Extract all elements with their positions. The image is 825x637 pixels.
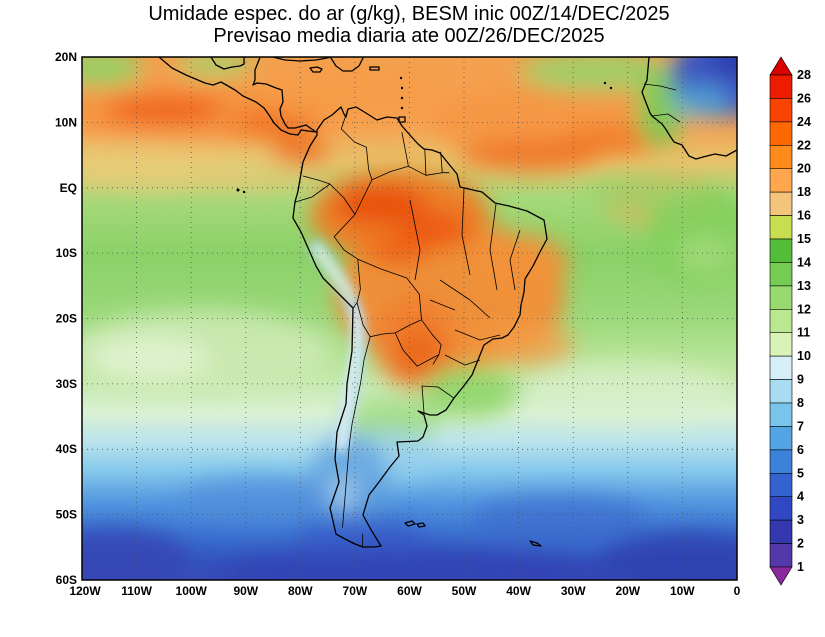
lon-tick-label: 90W — [233, 584, 258, 598]
lat-tick-label: 20N — [55, 50, 77, 64]
colorbar-segment — [769, 332, 793, 357]
map-subtitle: Previsao media diaria ate 00Z/26/DEC/202… — [213, 25, 604, 47]
humidity-field-blobs — [82, 57, 737, 580]
colorbar-label: 7 — [797, 419, 804, 433]
colorbar-segment — [769, 98, 793, 123]
colorbar-segment — [769, 449, 793, 474]
lon-tick-label: 80W — [288, 584, 313, 598]
lon-axis: 120W 110W 100W 90W 80W 70W 60W 50W 40W 3… — [69, 584, 740, 598]
colorbar-segment — [769, 145, 793, 170]
lat-tick-label: 30S — [56, 377, 77, 391]
small-islands — [236, 76, 613, 194]
colorbar-segment — [769, 426, 793, 451]
colorbar-label: 14 — [797, 255, 811, 269]
colorbar-segment — [769, 285, 793, 310]
lon-tick-label: 0 — [734, 584, 741, 598]
colorbar-segment — [769, 379, 793, 404]
lon-tick-label: 70W — [343, 584, 368, 598]
colorbar-segment — [769, 238, 793, 263]
cuba-coast — [272, 57, 333, 62]
colorbar-label: 3 — [797, 513, 804, 527]
lon-tick-label: 50W — [452, 584, 477, 598]
colorbar-segment — [769, 191, 793, 216]
colorbar-segment — [769, 74, 793, 99]
yucatan-gulf-coast — [210, 57, 245, 70]
lat-tick-label: 20S — [56, 312, 77, 326]
lat-tick-label: 10S — [56, 246, 77, 260]
colorbar-segment — [769, 519, 793, 544]
colorbar-label: 22 — [797, 138, 811, 152]
lon-tick-label: 10W — [670, 584, 695, 598]
lon-tick-label: 20W — [615, 584, 640, 598]
colorbar: 28 26 24 22 20 18 16 15 14 13 12 11 10 9… — [769, 56, 811, 586]
andes-dry-strip — [307, 238, 366, 454]
colorbar-label: 1 — [797, 560, 804, 574]
colorbar-label: 20 — [797, 162, 811, 176]
plot-frame — [81, 56, 738, 581]
colorbar-label: 24 — [797, 115, 811, 129]
jamaica — [309, 66, 323, 73]
lat-tick-label: 40S — [56, 442, 77, 456]
lon-tick-label: 120W — [69, 584, 101, 598]
colorbar-label: 16 — [797, 209, 811, 223]
map-title: Umidade espec. do ar (g/kg), BESM inic 0… — [148, 3, 669, 25]
lon-tick-label: 100W — [176, 584, 208, 598]
colorbar-segment — [769, 121, 793, 146]
trinidad — [398, 116, 406, 123]
lon-tick-label: 110W — [121, 584, 152, 598]
colorbar-segment — [769, 308, 793, 334]
colorbar-label: 18 — [797, 185, 811, 199]
colorbar-segment — [769, 472, 793, 498]
colorbar-segment — [769, 262, 793, 287]
colorbar-label: 15 — [797, 232, 811, 246]
colorbar-label: 12 — [797, 302, 811, 316]
colorbar-segment — [769, 168, 793, 193]
colorbar-label: 9 — [797, 373, 804, 387]
central-america-coast — [158, 57, 317, 136]
lon-tick-label: 60W — [397, 584, 422, 598]
colorbar-segment — [769, 355, 793, 380]
lon-tick-label: 40W — [506, 584, 531, 598]
colorbar-label: 26 — [797, 91, 811, 105]
coastlines — [158, 57, 737, 548]
colorbar-label: 28 — [797, 68, 811, 82]
colorbar-arrow-top — [769, 56, 793, 76]
colorbar-label: 4 — [797, 490, 804, 504]
colorbar-label: 5 — [797, 466, 804, 480]
lat-tick-label: EQ — [60, 181, 77, 195]
central-america-caribbean-coast — [252, 57, 317, 133]
lat-axis: 20N 10N EQ 10S 20S 30S 40S 50S 60S — [55, 50, 77, 587]
colorbar-label: 10 — [797, 349, 811, 363]
south-georgia — [529, 540, 542, 547]
colorbar-label: 2 — [797, 537, 804, 551]
colorbar-label: 13 — [797, 279, 811, 293]
hispaniola — [330, 57, 364, 72]
colorbar-segment — [769, 543, 793, 568]
lat-tick-label: 50S — [56, 508, 77, 522]
political-borders — [295, 83, 681, 548]
puerto-rico — [369, 66, 380, 71]
colorbar-label: 11 — [797, 326, 810, 340]
colorbar-label: 6 — [797, 443, 804, 457]
colorbar-label: 8 — [797, 396, 804, 410]
colorbar-segment — [769, 402, 793, 427]
africa-coast — [641, 57, 737, 160]
lat-tick-label: 10N — [55, 115, 77, 129]
lon-tick-label: 30W — [561, 584, 586, 598]
lat-tick-label: 60S — [56, 573, 77, 587]
south-america-coast — [292, 106, 548, 548]
falkland-islands — [404, 520, 426, 528]
colorbar-segment — [769, 215, 793, 240]
colorbar-arrow-bottom — [769, 566, 793, 586]
colorbar-segment — [769, 496, 793, 521]
